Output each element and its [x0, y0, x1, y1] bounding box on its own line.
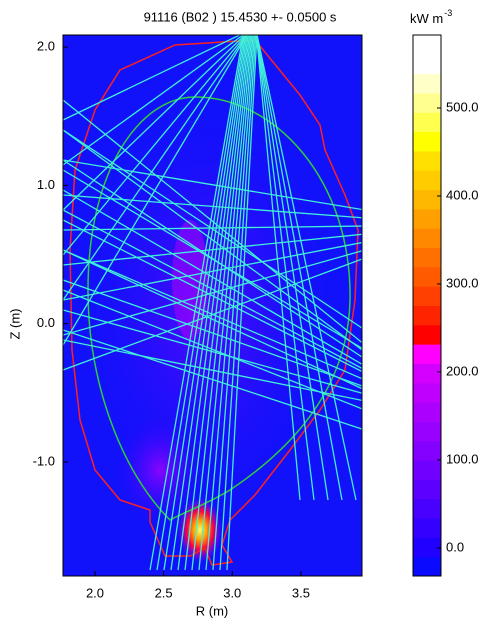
line-of-sight — [63, 129, 362, 329]
colorbar-step — [413, 344, 441, 364]
line-of-sight — [256, 35, 343, 501]
colorbar-step — [413, 363, 441, 384]
line-of-sight — [63, 329, 362, 430]
colorbar-step — [413, 266, 441, 287]
x-tick-label: 3.5 — [292, 585, 310, 600]
line-of-sight — [163, 35, 247, 571]
y-tick-label: 2.0 — [37, 38, 55, 53]
line-of-sight — [63, 35, 248, 301]
line-of-sight — [63, 279, 362, 387]
colorbar-frame — [412, 34, 442, 577]
colorbar-step — [413, 92, 441, 113]
colorbar-unit: kW m — [410, 11, 443, 26]
colorbar-step — [413, 131, 441, 152]
colorbar-step — [413, 305, 441, 326]
line-of-sight — [63, 250, 362, 336]
line-of-sight — [226, 35, 258, 571]
colorbar-tick-label: 100.0 — [446, 451, 479, 466]
line-of-sight — [63, 219, 362, 373]
colorbar-step — [413, 402, 441, 422]
colorbar-tick-label: 0.0 — [446, 539, 464, 554]
colorbar-step — [413, 479, 441, 500]
emission-region — [115, 415, 205, 525]
line-of-sight — [205, 35, 254, 571]
line-of-sight — [63, 209, 362, 370]
colorbar-step — [413, 498, 441, 519]
line-of-sight — [198, 35, 253, 571]
y-tick-label: 1.0 — [37, 177, 55, 192]
line-of-sight — [255, 35, 315, 501]
vessel-wall — [69, 39, 359, 566]
colorbar-label: kW m-3 — [410, 8, 452, 26]
lines-of-sight — [63, 35, 362, 571]
line-of-sight — [63, 194, 362, 219]
line-of-sight — [63, 35, 247, 256]
line-of-sight — [255, 35, 301, 501]
chart-title: 91116 (B02 ) 15.4530 +- 0.0500 s — [144, 9, 337, 24]
colorbar-step — [413, 54, 441, 75]
y-tick-label: 0.0 — [37, 315, 55, 330]
colorbar-step — [413, 518, 441, 538]
x-tick-label: 2.0 — [86, 585, 104, 600]
colorbar-step — [413, 170, 441, 191]
line-of-sight — [63, 169, 362, 349]
plot-frame — [62, 34, 363, 577]
colorbar-step — [413, 324, 441, 345]
colorbar-tick-label: 200.0 — [446, 363, 479, 378]
x-tick-label: 2.5 — [155, 585, 173, 600]
line-of-sight — [63, 35, 245, 166]
line-of-sight — [63, 289, 362, 410]
line-of-sight — [63, 225, 362, 231]
colorbar-step — [413, 421, 441, 442]
line-of-sight — [170, 35, 248, 571]
emission-hotspot — [178, 498, 222, 562]
y-tick-label: -1.0 — [33, 453, 55, 468]
x-tick-label: 3.0 — [223, 585, 241, 600]
line-of-sight — [63, 233, 362, 266]
colorbar — [413, 35, 441, 577]
y-axis-label: Z (m) — [7, 308, 22, 339]
line-of-sight — [63, 249, 362, 390]
colorbar-tick-label: 500.0 — [446, 99, 479, 114]
colorbar-step — [413, 537, 441, 558]
x-axis-label: R (m) — [196, 603, 229, 618]
line-of-sight — [177, 35, 249, 571]
colorbar-step — [413, 247, 441, 268]
colorbar-unit-exponent: -3 — [444, 8, 452, 18]
line-of-sight — [63, 189, 362, 366]
emission — [63, 35, 362, 571]
line-of-sight — [149, 35, 244, 571]
colorbar-step — [413, 112, 441, 133]
colorbar-step — [413, 460, 441, 480]
line-of-sight — [63, 241, 362, 301]
colorbar-step — [413, 189, 441, 210]
colorbar-step — [413, 382, 441, 403]
line-of-sight — [256, 35, 329, 501]
colorbar-tick-label: 300.0 — [446, 275, 479, 290]
line-of-sight — [63, 339, 362, 402]
colorbar-step — [413, 73, 441, 94]
line-of-sight — [63, 35, 248, 346]
line-of-sight — [63, 258, 362, 371]
colorbar-step — [413, 286, 441, 306]
colorbar-step — [413, 556, 441, 577]
line-of-sight — [156, 35, 246, 571]
line-of-sight — [184, 35, 251, 571]
colorbar-step — [413, 150, 441, 171]
line-of-sight — [63, 309, 362, 394]
line-of-sight — [63, 99, 362, 344]
line-of-sight — [219, 35, 257, 571]
colorbar-step — [413, 35, 441, 55]
line-of-sight — [63, 35, 242, 121]
colorbar-step — [413, 440, 441, 461]
line-of-sight — [63, 249, 362, 380]
line-of-sight — [63, 159, 362, 211]
colorbar-tick-label: 400.0 — [446, 187, 479, 202]
colorbar-step — [413, 208, 441, 229]
line-of-sight — [63, 129, 362, 351]
colorbar-step — [413, 228, 441, 249]
